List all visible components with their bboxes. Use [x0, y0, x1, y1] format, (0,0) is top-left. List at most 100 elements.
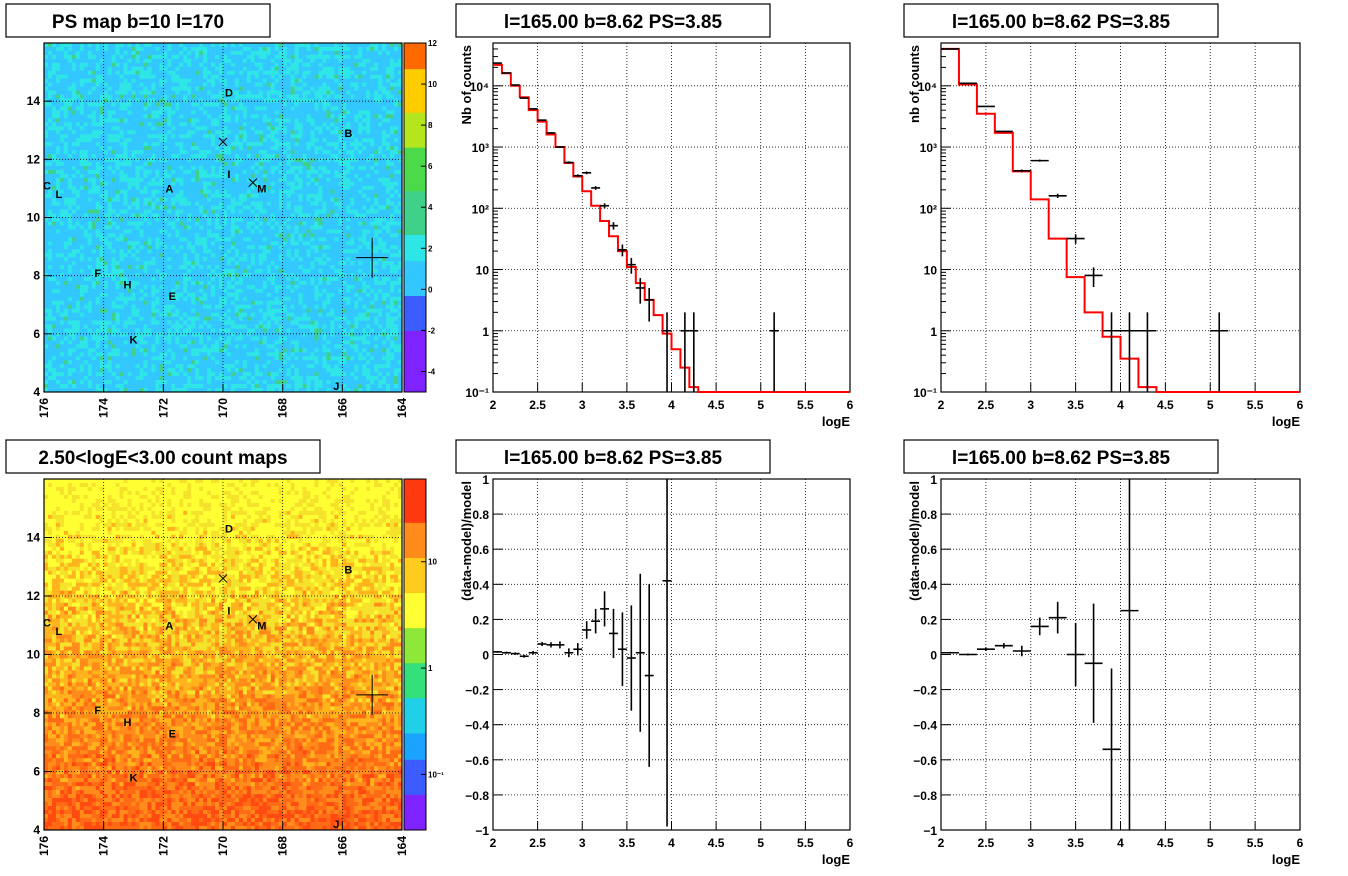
map-pixel	[44, 134, 49, 139]
map-pixel	[59, 102, 65, 107]
map-pixel	[382, 110, 387, 115]
map-pixel	[302, 54, 307, 60]
map-pixel	[99, 78, 104, 83]
map-pixel	[147, 134, 152, 139]
map-pixel	[127, 154, 132, 159]
map-pixel	[115, 82, 120, 87]
map-pixel	[71, 102, 77, 107]
map-pixel	[246, 181, 252, 187]
map-pixel	[270, 118, 276, 123]
map-pixel	[370, 134, 375, 139]
map-pixel	[390, 201, 395, 206]
map-pixel	[274, 102, 279, 107]
map-pixel	[238, 110, 244, 115]
map-pixel	[382, 154, 387, 159]
map-pixel	[314, 257, 319, 262]
map-pixel	[147, 225, 152, 230]
map-pixel	[207, 126, 212, 131]
map-pixel	[135, 66, 140, 72]
map-pixel	[254, 165, 260, 171]
map-pixel	[103, 146, 108, 151]
map-pixel	[215, 150, 220, 155]
map-pixel	[246, 249, 252, 254]
map-pixel	[294, 213, 299, 218]
map-pixel	[354, 177, 359, 183]
map-pixel	[163, 177, 168, 183]
map-pixel	[215, 122, 220, 127]
map-pixel	[398, 110, 403, 115]
map-pixel	[179, 165, 184, 171]
map-pixel	[394, 154, 399, 159]
map-pixel	[71, 221, 77, 226]
map-pixel	[382, 126, 387, 131]
map-pixel	[398, 189, 403, 195]
map-pixel	[386, 177, 391, 183]
map-pixel	[159, 142, 164, 147]
map-pixel	[183, 130, 188, 135]
map-pixel	[127, 74, 132, 79]
map-pixel	[258, 181, 264, 187]
map-pixel	[67, 209, 73, 214]
map-pixel	[258, 158, 264, 163]
map-pixel	[298, 213, 303, 218]
map-pixel	[230, 62, 236, 68]
map-pixel	[378, 193, 383, 198]
map-pixel	[95, 209, 100, 214]
map-pixel	[123, 253, 128, 258]
map-pixel	[51, 142, 57, 147]
map-pixel	[179, 225, 184, 230]
map-pixel	[67, 237, 73, 242]
map-pixel	[334, 110, 339, 115]
map-pixel	[350, 229, 355, 234]
map-pixel	[250, 58, 256, 64]
map-pixel	[266, 90, 272, 95]
map-pixel	[226, 201, 232, 206]
map-pixel	[234, 201, 240, 206]
map-pixel	[179, 213, 184, 218]
map-pixel	[167, 177, 172, 183]
map-pixel	[55, 233, 61, 238]
map-pixel	[207, 46, 212, 52]
map-pixel	[203, 205, 208, 210]
map-pixel	[75, 173, 81, 179]
map-pixel	[374, 221, 379, 226]
map-pixel	[266, 146, 272, 151]
map-pixel	[83, 257, 89, 262]
map-pixel	[270, 229, 276, 234]
map-pixel	[183, 169, 188, 175]
map-pixel	[191, 169, 196, 175]
map-pixel	[238, 98, 244, 103]
map-pixel	[394, 114, 399, 119]
map-pixel	[179, 189, 184, 195]
map-pixel	[63, 138, 69, 143]
map-pixel	[195, 122, 200, 127]
map-pixel	[215, 106, 220, 111]
map-pixel	[302, 197, 307, 202]
map-pixel	[47, 197, 53, 202]
map-pixel	[338, 110, 343, 115]
map-pixel	[123, 118, 128, 123]
map-pixel	[378, 70, 383, 76]
map-pixel	[282, 66, 287, 72]
map-pixel	[179, 169, 184, 175]
map-pixel	[274, 158, 279, 163]
map-pixel	[290, 74, 295, 79]
map-pixel	[238, 46, 244, 52]
map-pixel	[338, 98, 343, 103]
map-pixel	[378, 165, 383, 171]
map-pixel	[44, 90, 49, 95]
map-pixel	[302, 209, 307, 214]
map-pixel	[71, 98, 77, 103]
map-pixel	[215, 58, 220, 64]
map-pixel	[44, 74, 49, 79]
map-pixel	[390, 209, 395, 214]
map-pixel	[207, 43, 212, 48]
map-pixel	[191, 126, 196, 131]
map-pixel	[171, 161, 176, 167]
map-pixel	[254, 197, 260, 202]
map-pixel	[298, 205, 303, 210]
map-pixel	[314, 50, 319, 56]
map-pixel	[63, 102, 69, 107]
map-pixel	[374, 142, 379, 147]
